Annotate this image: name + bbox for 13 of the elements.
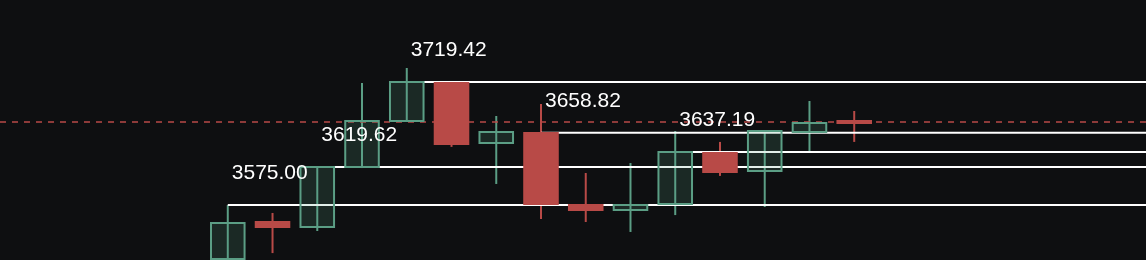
candlestick [478,115,515,185]
candlestick [791,100,828,153]
annotation: 3637.19 [679,106,756,130]
candlestick [612,162,649,233]
candlestick [210,204,246,260]
candlestick [746,129,783,209]
candlestick [657,129,694,217]
candlestick [254,211,291,255]
candlestick [388,67,425,123]
annotation: 3719.42 [410,37,487,61]
candlestick [836,110,872,143]
candlestick [567,172,604,223]
annotation: 3658.82 [545,87,621,111]
